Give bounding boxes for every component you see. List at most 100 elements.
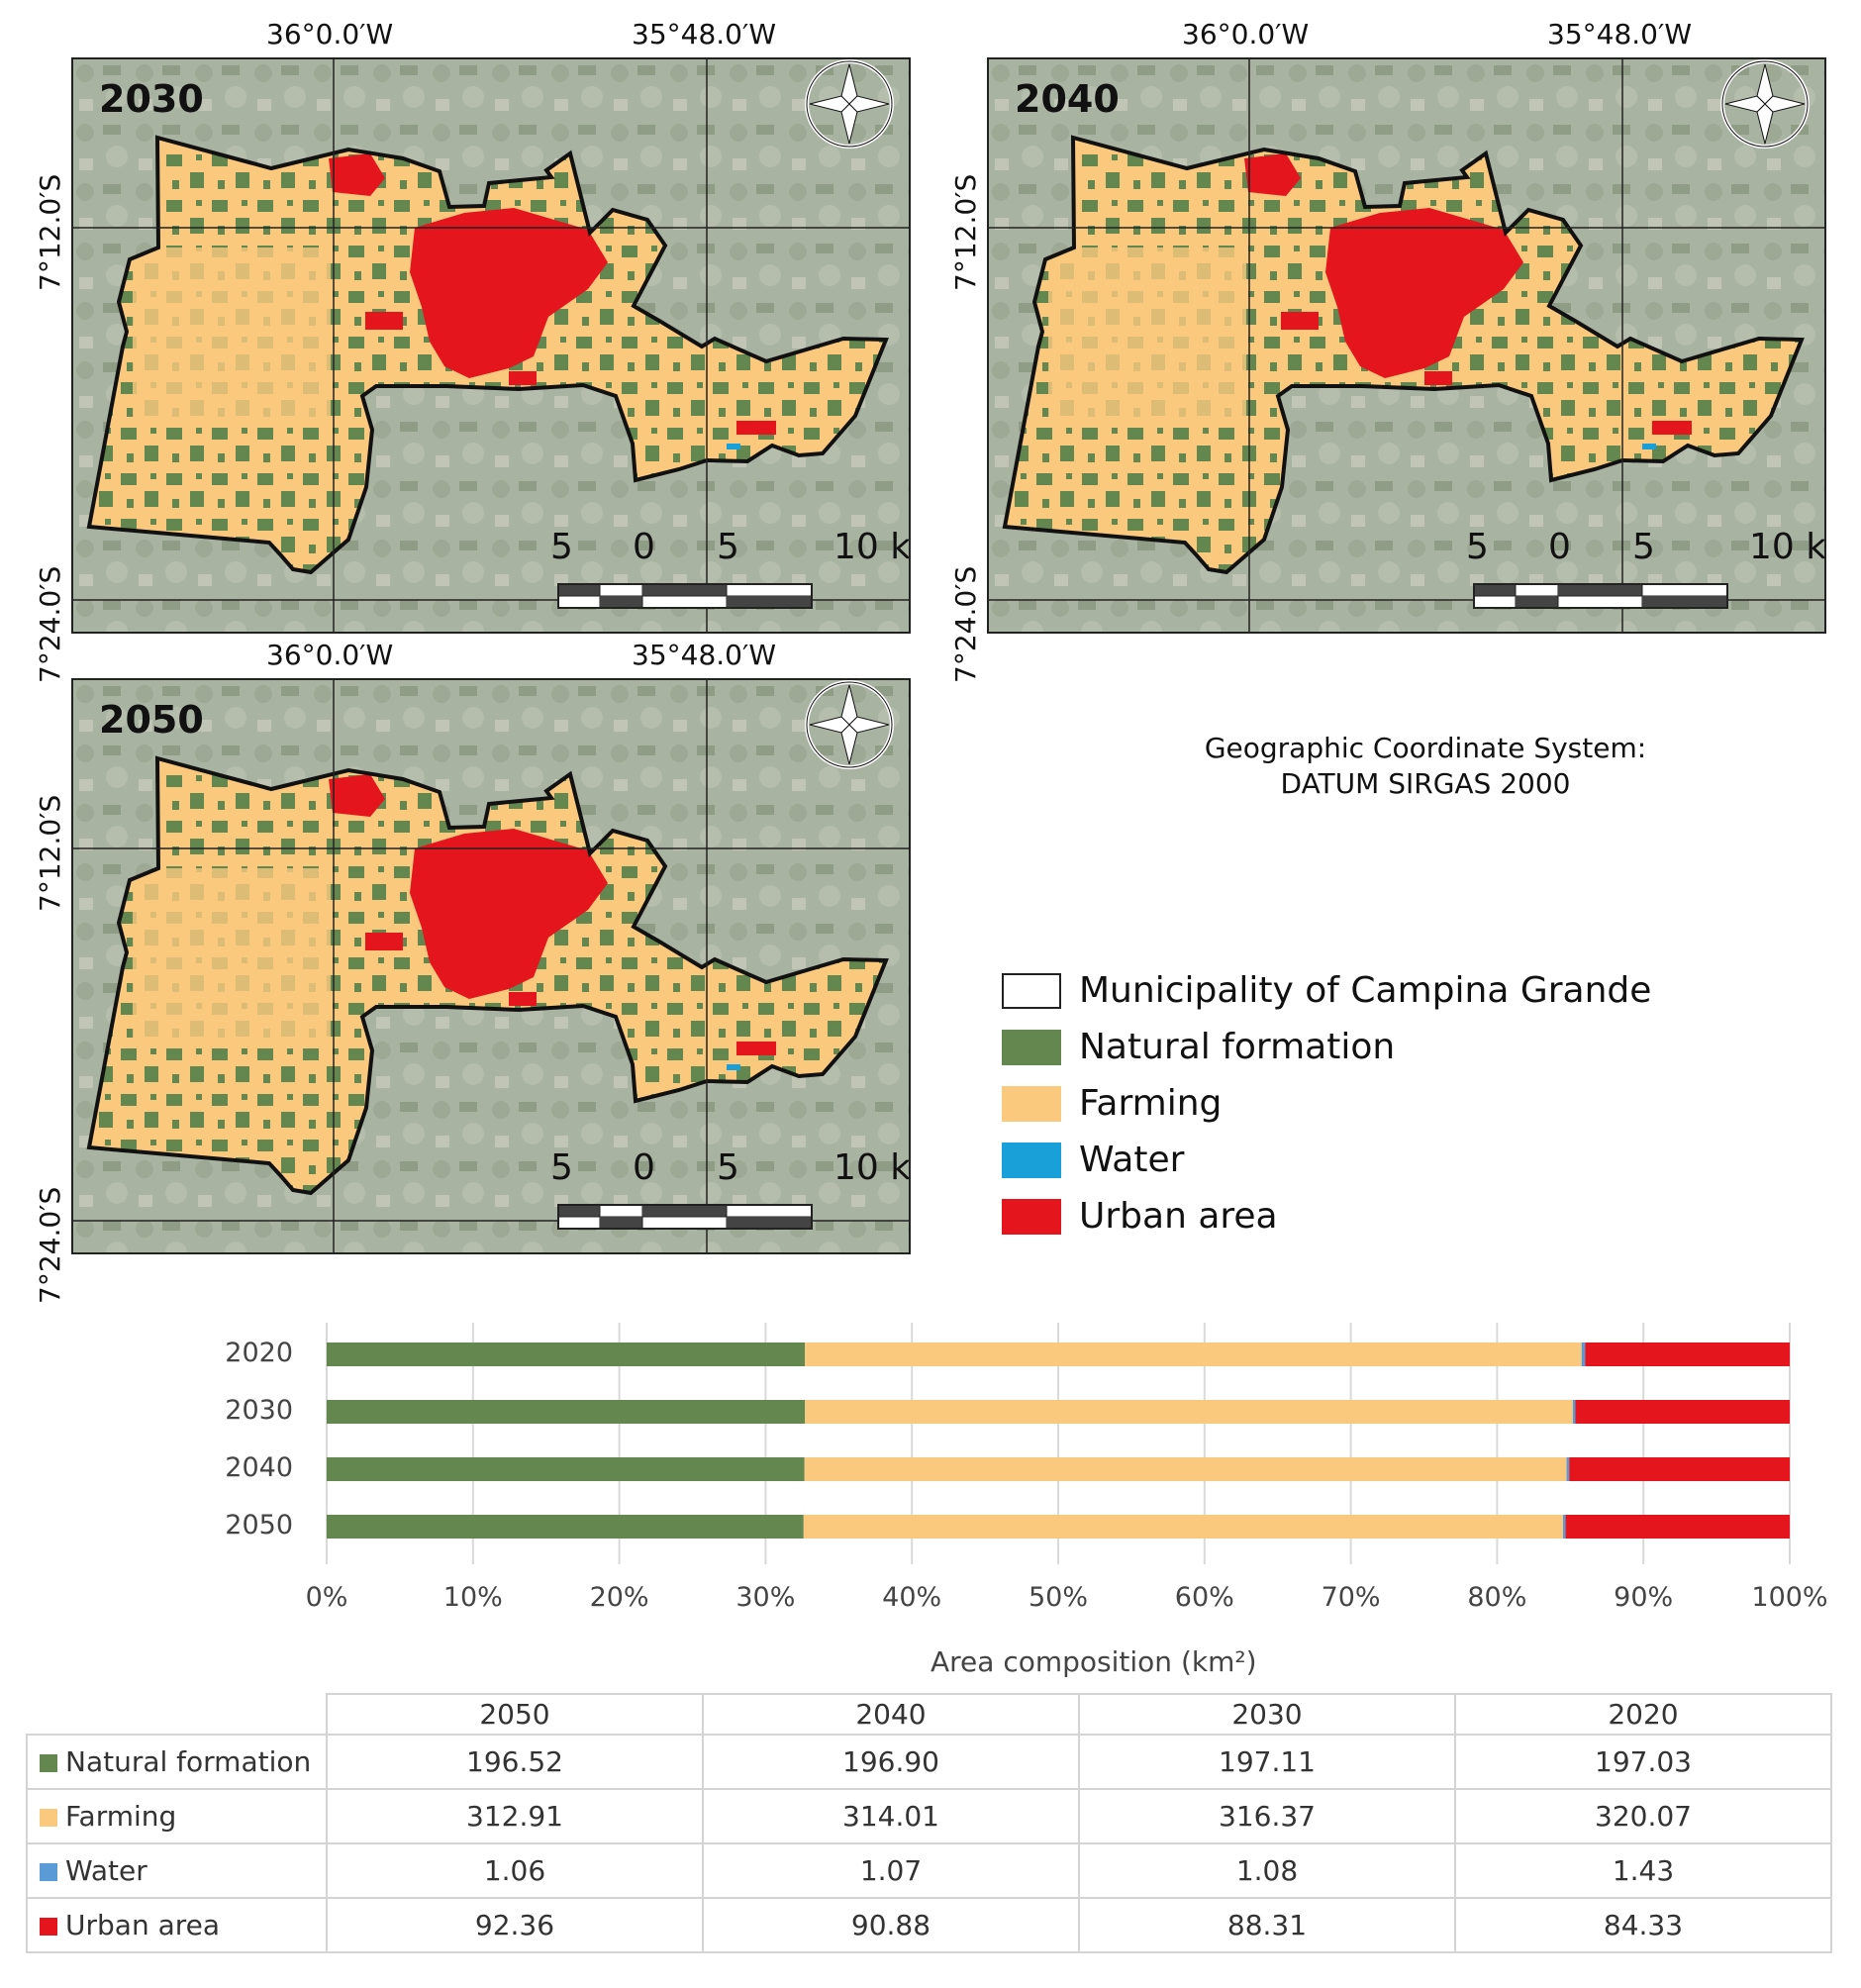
longitude-label: 36°0.0′W	[266, 18, 394, 50]
bar-segment-urban-area	[1575, 1400, 1790, 1424]
row-label-text: Natural formation	[65, 1745, 312, 1778]
legend-swatch-municipality	[1002, 972, 1061, 1009]
legend-item-natural-formation: Natural formation	[1002, 1027, 1395, 1067]
urban-area-campina-grande	[410, 829, 608, 999]
x-tick-label: 30%	[735, 1582, 796, 1613]
table-cell: 196.52	[326, 1734, 704, 1790]
table-cell: 314.01	[702, 1788, 1080, 1844]
bar-segment-farming	[803, 1515, 1563, 1539]
north-arrow-icon	[805, 59, 894, 149]
bar-segment-natural-formation	[327, 1400, 806, 1424]
urban-area-south	[509, 992, 537, 1006]
legend-item-urban-area: Urban area	[1002, 1196, 1278, 1237]
urban-area-north	[329, 774, 385, 817]
legend-label: Municipality of Campina Grande	[1079, 970, 1652, 1011]
legend-swatch-natural-formation	[1002, 1029, 1061, 1065]
legend-item-municipality: Municipality of Campina Grande	[1002, 970, 1651, 1011]
table-cell: 316.37	[1078, 1788, 1456, 1844]
water-body	[727, 1064, 740, 1070]
bar-segment-urban-area	[1569, 1457, 1790, 1481]
x-tick-label: 60%	[1174, 1582, 1234, 1613]
bar-segment-urban-area	[1585, 1342, 1790, 1366]
table-cell: 197.11	[1078, 1734, 1456, 1790]
municipality-boundary	[86, 135, 889, 575]
table-cell: 1.06	[326, 1842, 704, 1899]
latitude-label: 7°24.0′S	[34, 565, 66, 683]
latitude-label: 7°24.0′S	[34, 1186, 66, 1304]
table-cell: 312.91	[326, 1788, 704, 1844]
bar-segment-water	[1581, 1342, 1586, 1366]
latitude-label: 7°12.0′S	[34, 173, 66, 291]
latitude-label: 7°12.0′S	[34, 794, 66, 912]
legend-item-farming: Farming	[1002, 1083, 1222, 1124]
table-row: Natural formation 196.52 196.90 197.11 1…	[26, 1734, 1832, 1790]
water-swatch	[40, 1863, 57, 1881]
scale-label: 10 km	[833, 1147, 911, 1188]
table-row-label: Water	[26, 1842, 328, 1899]
bar-segment-farming	[805, 1400, 1573, 1424]
table-row: Farming 312.91 314.01 316.37 320.07	[26, 1788, 1832, 1844]
farming-zone	[1048, 248, 1246, 426]
bar-segment-natural-formation	[327, 1515, 804, 1539]
table-cell: 1.08	[1078, 1842, 1456, 1899]
urban-area-campina-grande	[410, 208, 608, 378]
bar-segment-farming	[804, 1457, 1567, 1481]
x-tick-label: 80%	[1467, 1582, 1527, 1613]
table-cell: 320.07	[1454, 1788, 1832, 1844]
map-frame: 2040 5 0 5 10 km	[987, 57, 1826, 634]
scale-label: 5	[1466, 527, 1489, 567]
scale-label: 5	[1632, 527, 1655, 567]
table-cell: 84.33	[1454, 1897, 1832, 1953]
x-tick-label: 20%	[589, 1582, 649, 1613]
water-body	[727, 444, 740, 449]
table-row-label: Farming	[26, 1788, 328, 1844]
bar-segment-water	[1562, 1515, 1566, 1539]
legend-label: Farming	[1079, 1083, 1223, 1124]
map-frame: 2030 5 0 5 10 km	[71, 57, 911, 634]
table-row: Urban area 92.36 90.88 88.31 84.33	[26, 1897, 1832, 1953]
table-header-cell: 2020	[1454, 1693, 1832, 1736]
table-header-row: 2050 2040 2030 2020	[27, 1693, 1832, 1736]
table-cell: 1.07	[702, 1842, 1080, 1899]
latitude-label: 7°24.0′S	[949, 565, 982, 683]
scale-label: 0	[633, 1147, 655, 1188]
water-body	[1642, 444, 1656, 449]
legend-label: Natural formation	[1079, 1027, 1396, 1067]
farming-zone	[133, 248, 331, 426]
longitude-label: 36°0.0′W	[1182, 18, 1310, 50]
area-data-table: 2050 2040 2030 2020 Natural formation 19…	[26, 1693, 1832, 1953]
table-cell: 88.31	[1078, 1897, 1456, 1953]
table-cell: 196.90	[702, 1734, 1080, 1790]
y-category-label: 2040	[225, 1452, 293, 1483]
map-frame: 2050 5 0 5 10 km	[71, 678, 911, 1254]
bar-segment-natural-formation	[327, 1457, 805, 1481]
x-tick-label: 50%	[1028, 1582, 1088, 1613]
table-cell: 1.43	[1454, 1842, 1832, 1899]
urban-area-swatch	[40, 1918, 57, 1936]
legend-swatch-urban-area	[1002, 1198, 1061, 1235]
legend-swatch-water	[1002, 1142, 1061, 1178]
x-tick-label: 40%	[882, 1582, 942, 1613]
table-cell: 92.36	[326, 1897, 704, 1953]
legend-item-water: Water	[1002, 1140, 1184, 1180]
scale-label: 5	[550, 1147, 573, 1188]
table-row: Water 1.06 1.07 1.08 1.43	[26, 1842, 1832, 1899]
y-category-label: 2020	[225, 1338, 293, 1368]
table-row-label: Urban area	[26, 1897, 328, 1953]
urban-area-west	[365, 312, 403, 330]
legend-label: Water	[1079, 1140, 1185, 1180]
urban-area-north	[329, 153, 385, 196]
table-header-cell: 2050	[326, 1693, 704, 1736]
row-label-text: Urban area	[65, 1909, 221, 1941]
legend-label: Urban area	[1079, 1196, 1278, 1237]
table-row-label: Natural formation	[26, 1734, 328, 1790]
urban-area-southeast	[736, 1042, 776, 1055]
table-header-cell: 2030	[1078, 1693, 1456, 1736]
crs-line-2: DATUM SIRGAS 2000	[1280, 767, 1571, 800]
bar-segment-farming	[805, 1342, 1582, 1366]
north-arrow-icon	[1720, 59, 1810, 149]
bar-segment-natural-formation	[327, 1342, 806, 1366]
natural-formation-swatch	[40, 1754, 57, 1772]
map-year-label: 2040	[1015, 77, 1120, 121]
urban-area-southeast	[736, 421, 776, 435]
